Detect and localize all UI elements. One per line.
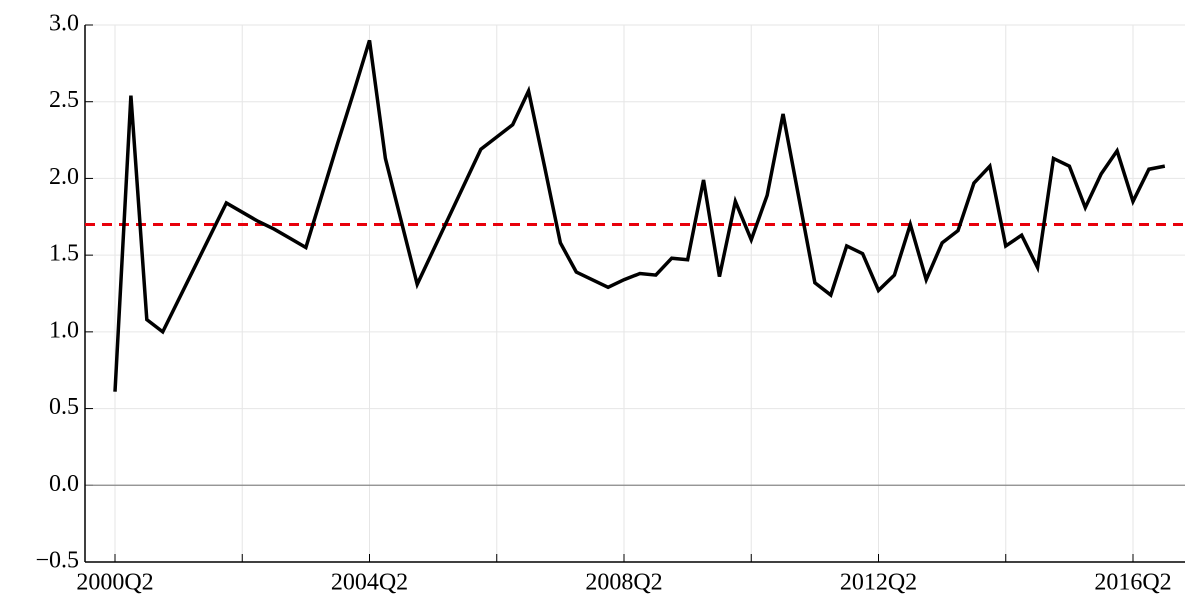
- y-tick-label: 0.5: [49, 394, 79, 420]
- y-tick-label: 1.0: [49, 317, 79, 343]
- y-tick-label: 2.5: [49, 87, 79, 113]
- y-tick-label: 3.0: [49, 11, 79, 37]
- y-tick-label: 1.5: [49, 241, 79, 267]
- x-tick-label: 2008Q2: [585, 570, 662, 596]
- y-tick-label: −0.5: [35, 548, 79, 574]
- x-tick-label: 2004Q2: [331, 570, 408, 596]
- y-tick-label: 2.0: [49, 164, 79, 190]
- x-tick-label: 2000Q2: [76, 570, 153, 596]
- x-tick-label: 2016Q2: [1094, 570, 1171, 596]
- line-series: [113, 39, 1166, 392]
- y-tick-label: 0.0: [49, 471, 79, 497]
- x-tick-label: 2012Q2: [840, 570, 917, 596]
